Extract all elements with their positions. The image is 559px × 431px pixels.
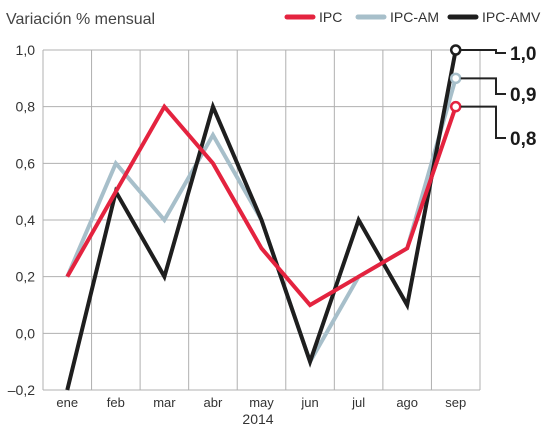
x-tick-label: jul	[351, 395, 365, 410]
x-axis-label: 2014	[242, 411, 273, 427]
y-tick-label: 0,0	[16, 325, 36, 341]
series-line-ipc-amv	[65, 49, 458, 391]
y-tick-label: 0,4	[16, 212, 36, 228]
end-value-label: 0,8	[510, 129, 536, 150]
x-axis-ticks: ene feb mar abr may jun jul ago sep	[56, 395, 466, 410]
y-tick-label: 1,0	[16, 42, 36, 58]
x-tick-label: jun	[300, 395, 318, 410]
y-axis-ticks: –0,2 0,0 0,2 0,4 0,6 0,8 1,0	[8, 42, 35, 398]
x-tick-label: may	[249, 395, 274, 410]
chart-legend: IPC IPC-AM IPC-AMV	[284, 9, 541, 25]
end-label-leader	[460, 105, 506, 139]
x-tick-label: ago	[396, 395, 418, 410]
y-tick-label: –0,2	[8, 382, 35, 398]
series-end-marker	[449, 72, 462, 85]
x-tick-label: ene	[56, 395, 78, 410]
series-end-marker	[449, 44, 462, 56]
x-tick-label: sep	[445, 395, 466, 410]
series-line-ipc	[65, 103, 458, 308]
series-end-marker	[449, 100, 462, 113]
y-tick-label: 0,8	[16, 99, 36, 115]
legend-label: IPC-AM	[390, 9, 439, 25]
end-value-label: 1,0	[510, 44, 536, 65]
end-label-leader	[460, 49, 506, 54]
x-tick-label: feb	[107, 395, 125, 410]
legend-label: IPC-AMV	[482, 9, 541, 25]
y-axis-label: Variación % mensual	[6, 11, 155, 28]
legend-label: IPC	[319, 9, 342, 25]
chart-series	[65, 44, 462, 391]
end-value-label: 0,9	[510, 85, 536, 106]
y-tick-label: 0,6	[16, 155, 36, 171]
x-tick-label: abr	[204, 395, 223, 410]
end-label-leader	[460, 77, 506, 95]
end-value-labels: 1,0 0,9 0,8	[460, 44, 536, 150]
chart-grid	[42, 49, 481, 391]
x-tick-label: mar	[153, 395, 176, 410]
y-tick-label: 0,2	[16, 269, 36, 285]
